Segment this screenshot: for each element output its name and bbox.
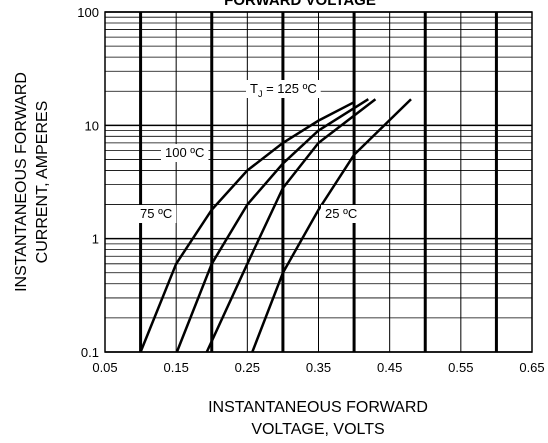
curve-label: 100 ºC xyxy=(165,145,204,160)
label-part: 100 ºC xyxy=(165,145,204,160)
x-axis-label: INSTANTANEOUS FORWARD xyxy=(208,399,428,416)
y-tick-label: 100 xyxy=(77,5,99,20)
x-tick-label: 0.55 xyxy=(448,360,473,375)
plot-frame xyxy=(104,11,533,353)
label-part: 25 ºC xyxy=(325,206,357,221)
x-tick-label: 0.25 xyxy=(235,360,260,375)
x-tick-label: 0.05 xyxy=(92,360,117,375)
x-tick-label: 0.15 xyxy=(164,360,189,375)
y-tick-label: 0.1 xyxy=(81,345,99,360)
label-background xyxy=(246,80,321,98)
y-axis-label: CURRENT, AMPERES xyxy=(34,101,51,264)
label-background xyxy=(321,205,362,223)
x-tick-label: 0.45 xyxy=(377,360,402,375)
label-background xyxy=(161,144,209,162)
curve xyxy=(251,98,412,353)
label-part: 75 ºC xyxy=(140,206,172,221)
y-tick-label: 10 xyxy=(85,118,99,133)
x-tick-label: 0.65 xyxy=(519,360,544,375)
x-tick-label: 0.35 xyxy=(306,360,331,375)
label-background xyxy=(136,205,177,223)
curve-label: 25 ºC xyxy=(325,206,357,221)
y-tick-label: 1 xyxy=(92,232,99,247)
label-part: = 125 ºC xyxy=(262,81,316,96)
x-axis-label: VOLTAGE, VOLTS xyxy=(251,421,384,438)
curve xyxy=(175,98,369,353)
label-part: T xyxy=(250,81,258,96)
curve xyxy=(139,101,355,353)
curve-label: 75 ºC xyxy=(140,206,172,221)
chart-title: FORWARD VOLTAGE xyxy=(224,0,376,9)
curve xyxy=(205,98,377,353)
curve-label: TJ = 125 ºC xyxy=(250,81,317,99)
label-part: J xyxy=(258,89,263,99)
y-axis-label: INSTANTANEOUS FORWARD xyxy=(13,72,30,292)
